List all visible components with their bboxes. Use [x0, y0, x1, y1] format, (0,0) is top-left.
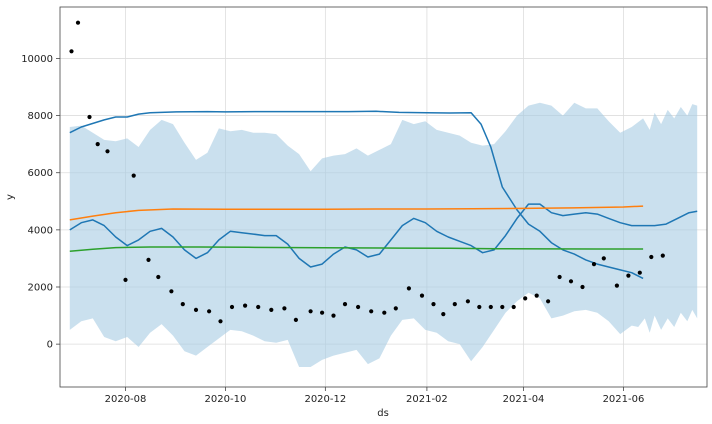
- observed-point: [87, 114, 92, 120]
- x-tick-label: 2020-08: [105, 394, 147, 405]
- uncertainty-interval: [69, 102, 698, 367]
- trend-orange-line: [69, 205, 644, 221]
- observed-point: [557, 274, 562, 280]
- observed-point: [123, 277, 128, 282]
- observed-point: [614, 283, 620, 288]
- observed-point: [523, 296, 528, 301]
- y-tick-label: 0: [47, 340, 53, 351]
- observed-point: [626, 273, 631, 278]
- observed-points: [69, 20, 665, 324]
- observed-point: [406, 286, 411, 291]
- observed-point: [419, 293, 425, 298]
- observed-point: [131, 173, 136, 178]
- observed-point: [534, 293, 539, 298]
- observed-point: [431, 302, 436, 307]
- y-tick-label: 4000: [28, 225, 53, 236]
- trend-upper-line: [69, 110, 644, 280]
- uncertainty-band: [69, 102, 698, 367]
- observed-point: [229, 304, 235, 310]
- observed-point: [649, 254, 654, 260]
- observed-point: [293, 317, 298, 322]
- observed-point: [156, 274, 161, 280]
- observed-point: [601, 256, 606, 261]
- observed-point: [637, 270, 642, 275]
- observed-point: [243, 303, 248, 308]
- observed-point: [382, 310, 387, 315]
- x-axis-ticks: 2020-08 2020-10 2020-12 2021-02 2021-04 2021-…: [105, 387, 645, 405]
- observed-point: [452, 302, 457, 307]
- observed-point: [146, 257, 151, 262]
- observed-point: [180, 302, 185, 307]
- observed-point: [369, 309, 374, 314]
- x-tick-label: 2021-04: [503, 394, 545, 405]
- y-tick-label: 10000: [21, 54, 53, 65]
- y-tick-label: 2000: [28, 283, 53, 294]
- observed-point: [500, 304, 505, 310]
- y-tick-label: 8000: [28, 111, 53, 122]
- observed-point: [218, 319, 223, 324]
- observed-point: [193, 307, 199, 312]
- observed-point: [591, 262, 597, 267]
- observed-point: [169, 289, 174, 294]
- observed-point: [69, 49, 74, 54]
- observed-point: [356, 304, 361, 310]
- observed-point: [75, 20, 81, 25]
- observed-point: [660, 253, 665, 258]
- x-tick-label: 2020-10: [205, 394, 247, 405]
- series-lines: [69, 110, 698, 280]
- forecast-line: [69, 203, 698, 268]
- observed-point: [441, 312, 446, 317]
- observed-point: [511, 304, 516, 310]
- observed-point: [580, 284, 585, 290]
- observed-point: [105, 149, 110, 154]
- observed-point: [477, 304, 482, 310]
- y-tick-label: 6000: [28, 168, 53, 179]
- observed-point: [256, 304, 261, 310]
- observed-point: [320, 310, 325, 315]
- x-axis-label: ds: [377, 408, 389, 419]
- observed-point: [308, 309, 313, 314]
- plot-frame: [59, 6, 708, 388]
- observed-point: [331, 313, 336, 318]
- y-axis-ticks: 0 2000 4000 6000 8000 10000: [21, 54, 60, 351]
- observed-point: [269, 307, 274, 312]
- x-tick-label: 2021-06: [603, 394, 645, 405]
- observed-point: [282, 306, 287, 311]
- x-tick-label: 2020-12: [304, 394, 346, 405]
- observed-point: [465, 299, 470, 304]
- trend-green-line: [69, 246, 644, 253]
- observed-point: [342, 302, 348, 307]
- observed-point: [568, 279, 574, 284]
- observed-point: [207, 309, 212, 314]
- observed-point: [488, 304, 493, 310]
- observed-point: [95, 142, 100, 147]
- observed-point: [546, 299, 551, 304]
- observed-point: [393, 306, 398, 311]
- y-axis-label: y: [5, 194, 16, 200]
- x-tick-label: 2021-02: [406, 394, 448, 405]
